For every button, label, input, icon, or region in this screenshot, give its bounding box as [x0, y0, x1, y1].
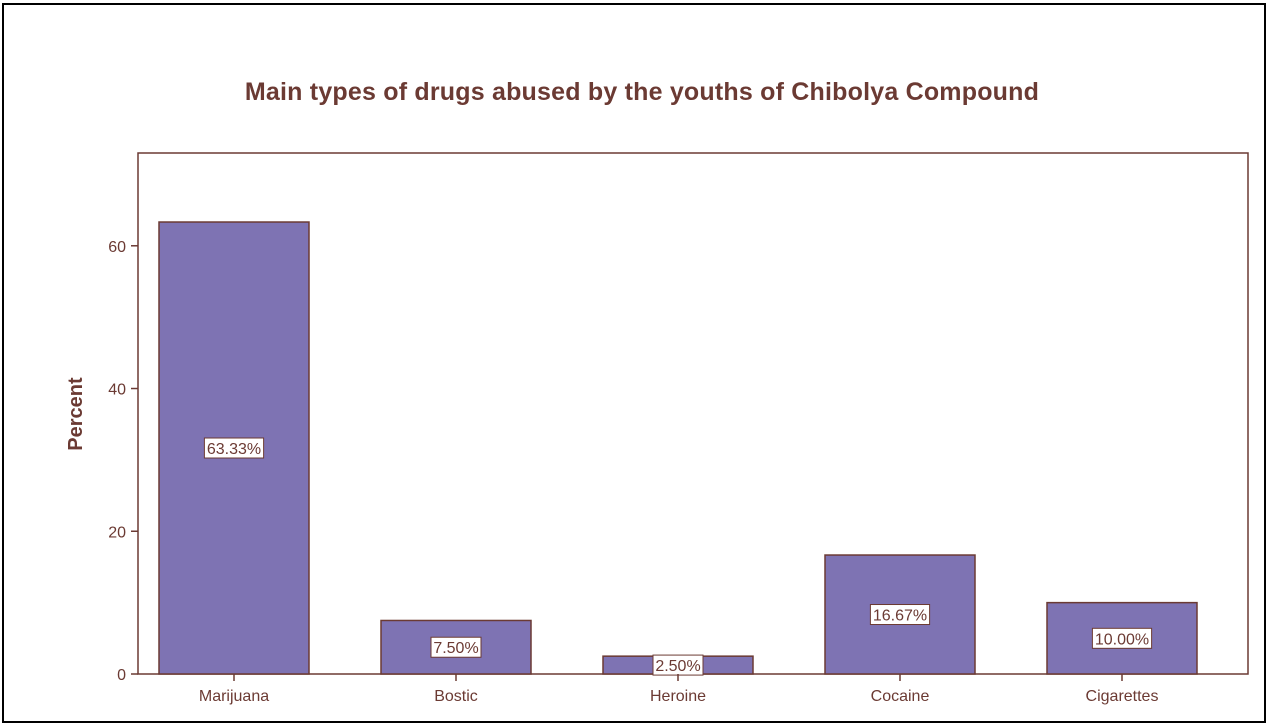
x-tick-label: Bostic: [434, 688, 478, 705]
data-label: 63.33%: [207, 441, 261, 458]
data-label-box: [1091, 627, 1153, 649]
data-label-box: [430, 636, 482, 658]
data-label: 2.50%: [655, 658, 700, 675]
y-tick-label: 40: [108, 382, 126, 399]
data-label: 7.50%: [433, 640, 478, 657]
x-tick-label: Cigarettes: [1086, 688, 1159, 705]
y-axis-label: Percent: [65, 377, 87, 451]
y-tick-label: 60: [108, 239, 126, 256]
bars: 63.33% 7.50% 2.50% 16.67% 10.00%: [158, 221, 1198, 676]
y-axis: 0 20 40 60: [108, 239, 138, 684]
chart-title: Main types of drugs abused by the youths…: [244, 78, 1040, 106]
y-tick-label: 0: [117, 667, 126, 684]
data-label-box: [203, 437, 265, 459]
data-label-box: [869, 604, 931, 626]
x-tick-label: Heroine: [650, 688, 706, 705]
x-tick-label: Marijuana: [199, 688, 269, 705]
data-label: 10.00%: [1095, 631, 1149, 648]
data-label: 16.67%: [873, 608, 927, 625]
x-axis: Marijuana Bostic Heroine Cocaine Cigarettes: [199, 674, 1159, 705]
x-tick-label: Cocaine: [871, 688, 930, 705]
y-tick-label: 20: [108, 524, 126, 541]
